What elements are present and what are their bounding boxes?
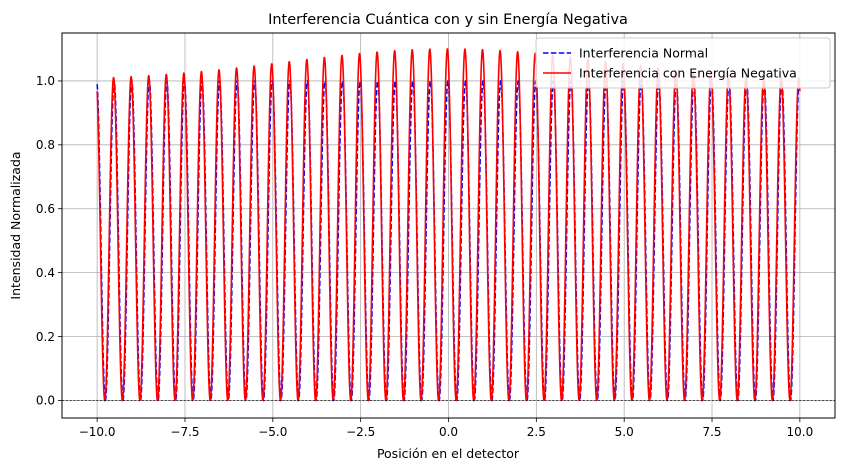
x-tick-label: 7.5: [702, 425, 721, 439]
legend: Interferencia Normal Interferencia con En…: [535, 37, 831, 89]
x-tick-label: 2.5: [527, 425, 546, 439]
legend-entry: Interferencia Normal: [579, 46, 708, 61]
y-axis: 0.0 0.2 0.4 0.6 0.8 1.0: [36, 74, 62, 408]
plot-area: [62, 48, 835, 402]
x-axis: −10.0 −7.5 −5.0 −2.5 0.0 2.5 5.0 7.5 10.0: [79, 418, 813, 439]
y-tick-label: 0.6: [36, 202, 55, 216]
x-tick-label: −7.5: [170, 425, 199, 439]
x-tick-label: −5.0: [258, 425, 287, 439]
chart-title: Interferencia Cuántica con y sin Energía…: [268, 12, 628, 28]
y-tick-label: 0.0: [36, 394, 55, 408]
y-tick-label: 0.8: [36, 138, 55, 152]
x-tick-label: −10.0: [79, 425, 116, 439]
y-tick-label: 1.0: [36, 74, 55, 88]
series-line-negative-energy: [96, 48, 801, 402]
x-tick-label: −2.5: [346, 425, 375, 439]
x-tick-label: 10.0: [787, 425, 814, 439]
y-axis-label: Intensidad Normalizada: [8, 151, 23, 299]
x-tick-label: 0.0: [439, 425, 458, 439]
y-tick-label: 0.4: [36, 266, 55, 280]
legend-entry: Interferencia con Energía Negativa: [579, 66, 797, 81]
legend-box: [535, 37, 831, 89]
x-axis-label: Posición en el detector: [377, 446, 520, 461]
x-tick-label: 5.0: [615, 425, 634, 439]
y-tick-label: 0.2: [36, 330, 55, 344]
